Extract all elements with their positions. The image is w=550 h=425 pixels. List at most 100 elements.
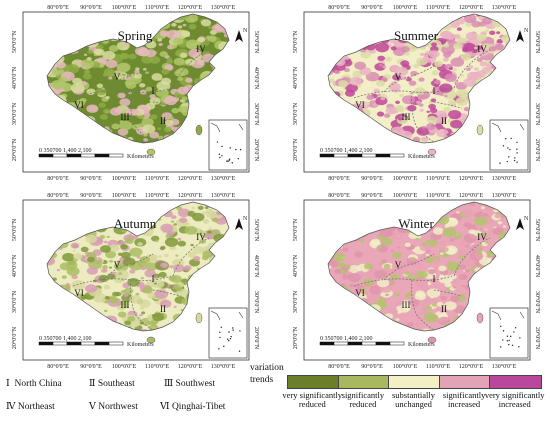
season-title: Spring: [118, 28, 153, 43]
trend-patch: [464, 268, 470, 273]
trend-patch: [404, 306, 411, 311]
inset-island: [500, 325, 502, 328]
inset-island: [510, 335, 512, 338]
trend-patch: [440, 252, 444, 255]
trend-patch: [173, 264, 185, 273]
scalebar-segment: [38, 341, 54, 346]
trend-patch: [335, 271, 340, 275]
trend-patch: [149, 94, 156, 99]
trend-patch: [145, 102, 156, 110]
map-svg: 80°0'0"E 80°0'0"E 90°0'0"E 90°0'0"E 100°0'0"…: [292, 4, 541, 182]
inset-island: [518, 346, 520, 348]
trend-patch: [124, 43, 129, 47]
trend-patch: [347, 272, 361, 283]
inset-island: [238, 350, 241, 352]
inset-island: [508, 339, 510, 342]
inset-island: [229, 337, 232, 340]
lon-label-bottom: 130°0'0"E: [492, 175, 517, 182]
legend-class-label: very significantly reduced: [282, 390, 343, 409]
lon-label-bottom: 80°0'0"E: [328, 175, 350, 182]
lon-label-bottom: 80°0'0"E: [328, 363, 350, 370]
legend-swatch: [438, 375, 492, 389]
trend-patch: [174, 284, 179, 288]
trend-patch: [157, 127, 161, 130]
lat-label-right: 30°0'0"N: [534, 103, 541, 126]
trend-patch: [105, 250, 117, 259]
trend-patch: [444, 94, 448, 98]
lon-label-top: 110°0'0"E: [145, 192, 170, 199]
trend-patch: [171, 22, 177, 27]
scalebar-segment: [94, 153, 110, 158]
region-boundary: [102, 65, 154, 93]
trend-patch: [409, 299, 420, 307]
trend-patch: [172, 37, 184, 45]
trend-patch: [366, 94, 375, 101]
trend-patch: [370, 238, 381, 246]
trend-patch: [129, 269, 136, 274]
trend-patch: [102, 265, 108, 270]
trend-patch: [476, 34, 487, 42]
trend-patch: [333, 253, 346, 262]
lat-label-left: 30°0'0"N: [292, 102, 299, 125]
trend-patch: [139, 83, 146, 88]
trend-patch: [453, 34, 461, 40]
lon-label-top: 110°0'0"E: [426, 192, 451, 199]
trend-patch: [434, 110, 448, 120]
trend-patch: [434, 60, 444, 67]
trend-patch: [450, 57, 465, 67]
trend-patch: [192, 245, 205, 255]
trend-patch: [82, 73, 92, 80]
scalebar-segment: [389, 153, 405, 158]
trend-patch: [145, 262, 158, 271]
region-numeral-r1: I: [433, 86, 436, 96]
north-arrow-icon: [516, 30, 524, 42]
trend-patch: [105, 95, 110, 100]
trend-patch: [462, 292, 467, 295]
trend-patch: [439, 241, 447, 246]
china-outline: [46, 201, 230, 332]
lon-label-bottom: 80°0'0"E: [47, 363, 69, 370]
trend-patch: [58, 69, 65, 74]
trend-patch: [70, 242, 80, 249]
lon-label-bottom: 100°0'0"E: [393, 363, 418, 370]
trend-patch: [447, 50, 453, 55]
inset-island: [519, 337, 521, 339]
trend-patch: [407, 104, 417, 112]
trend-patch: [103, 284, 111, 290]
trend-patch: [463, 107, 470, 112]
trend-patch: [328, 78, 335, 83]
trend-patch: [397, 117, 403, 121]
trend-patch: [480, 206, 486, 210]
map-panel-autumn: 80°0'0"E 80°0'0"E 90°0'0"E 90°0'0"E 100°0'0"…: [3, 190, 265, 375]
lon-label-bottom: 80°0'0"E: [47, 175, 69, 182]
trend-patch: [413, 64, 420, 68]
region-numeral-r5: V: [114, 72, 121, 82]
trend-patch: [96, 83, 104, 89]
trend-patch: [154, 282, 158, 285]
lon-label-top: 80°0'0"E: [47, 4, 69, 11]
trend-patch: [432, 227, 444, 235]
trend-patch: [202, 219, 210, 224]
scalebar-segment: [347, 341, 363, 346]
trend-patch: [173, 305, 177, 308]
inset-island: [221, 145, 223, 148]
trend-patch: [328, 259, 340, 268]
lon-label-bottom: 110°0'0"E: [145, 363, 170, 370]
inset-island: [221, 155, 223, 157]
trend-patch: [129, 247, 143, 257]
trend-patch: [419, 243, 432, 252]
inset-island: [235, 148, 237, 151]
trend-patch: [438, 316, 451, 325]
lat-label-right: 30°0'0"N: [534, 291, 541, 314]
inset-island: [232, 327, 234, 329]
trend-patch: [153, 276, 158, 280]
trend-patch: [440, 246, 449, 253]
trend-patch: [444, 282, 452, 288]
trend-patch: [483, 229, 487, 232]
trend-patch: [395, 318, 400, 321]
trend-patch: [427, 268, 436, 275]
lon-label-bottom: 120°0'0"E: [459, 363, 484, 370]
trend-patch: [390, 249, 394, 253]
trend-patch: [150, 114, 158, 120]
trend-patch: [118, 272, 123, 275]
